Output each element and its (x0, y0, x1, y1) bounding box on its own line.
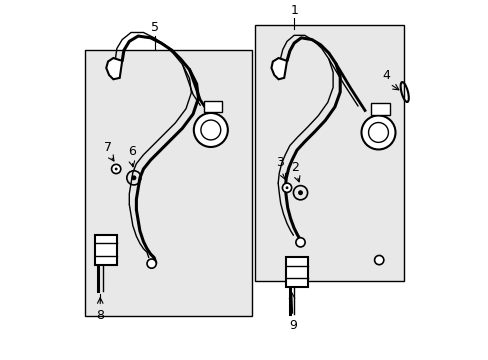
Circle shape (111, 165, 121, 174)
Text: 5: 5 (151, 21, 159, 34)
Text: 9: 9 (288, 319, 296, 332)
Circle shape (131, 175, 136, 180)
FancyBboxPatch shape (255, 26, 403, 281)
FancyBboxPatch shape (286, 257, 307, 287)
Text: 6: 6 (127, 145, 136, 158)
Text: 7: 7 (104, 141, 112, 154)
FancyBboxPatch shape (95, 235, 117, 265)
Circle shape (361, 116, 395, 149)
Circle shape (285, 186, 288, 189)
Text: 8: 8 (96, 309, 104, 322)
Circle shape (193, 113, 227, 147)
Text: 4: 4 (382, 69, 389, 82)
Text: 1: 1 (289, 4, 298, 17)
FancyBboxPatch shape (85, 50, 251, 316)
Text: 3: 3 (275, 156, 284, 169)
Circle shape (297, 190, 303, 195)
Circle shape (374, 256, 383, 265)
Circle shape (147, 259, 156, 268)
Circle shape (295, 238, 305, 247)
Polygon shape (271, 58, 286, 79)
Text: 2: 2 (291, 161, 299, 174)
FancyBboxPatch shape (203, 101, 222, 112)
Polygon shape (106, 58, 122, 79)
Circle shape (282, 183, 291, 192)
FancyBboxPatch shape (371, 103, 389, 115)
Circle shape (115, 167, 117, 170)
